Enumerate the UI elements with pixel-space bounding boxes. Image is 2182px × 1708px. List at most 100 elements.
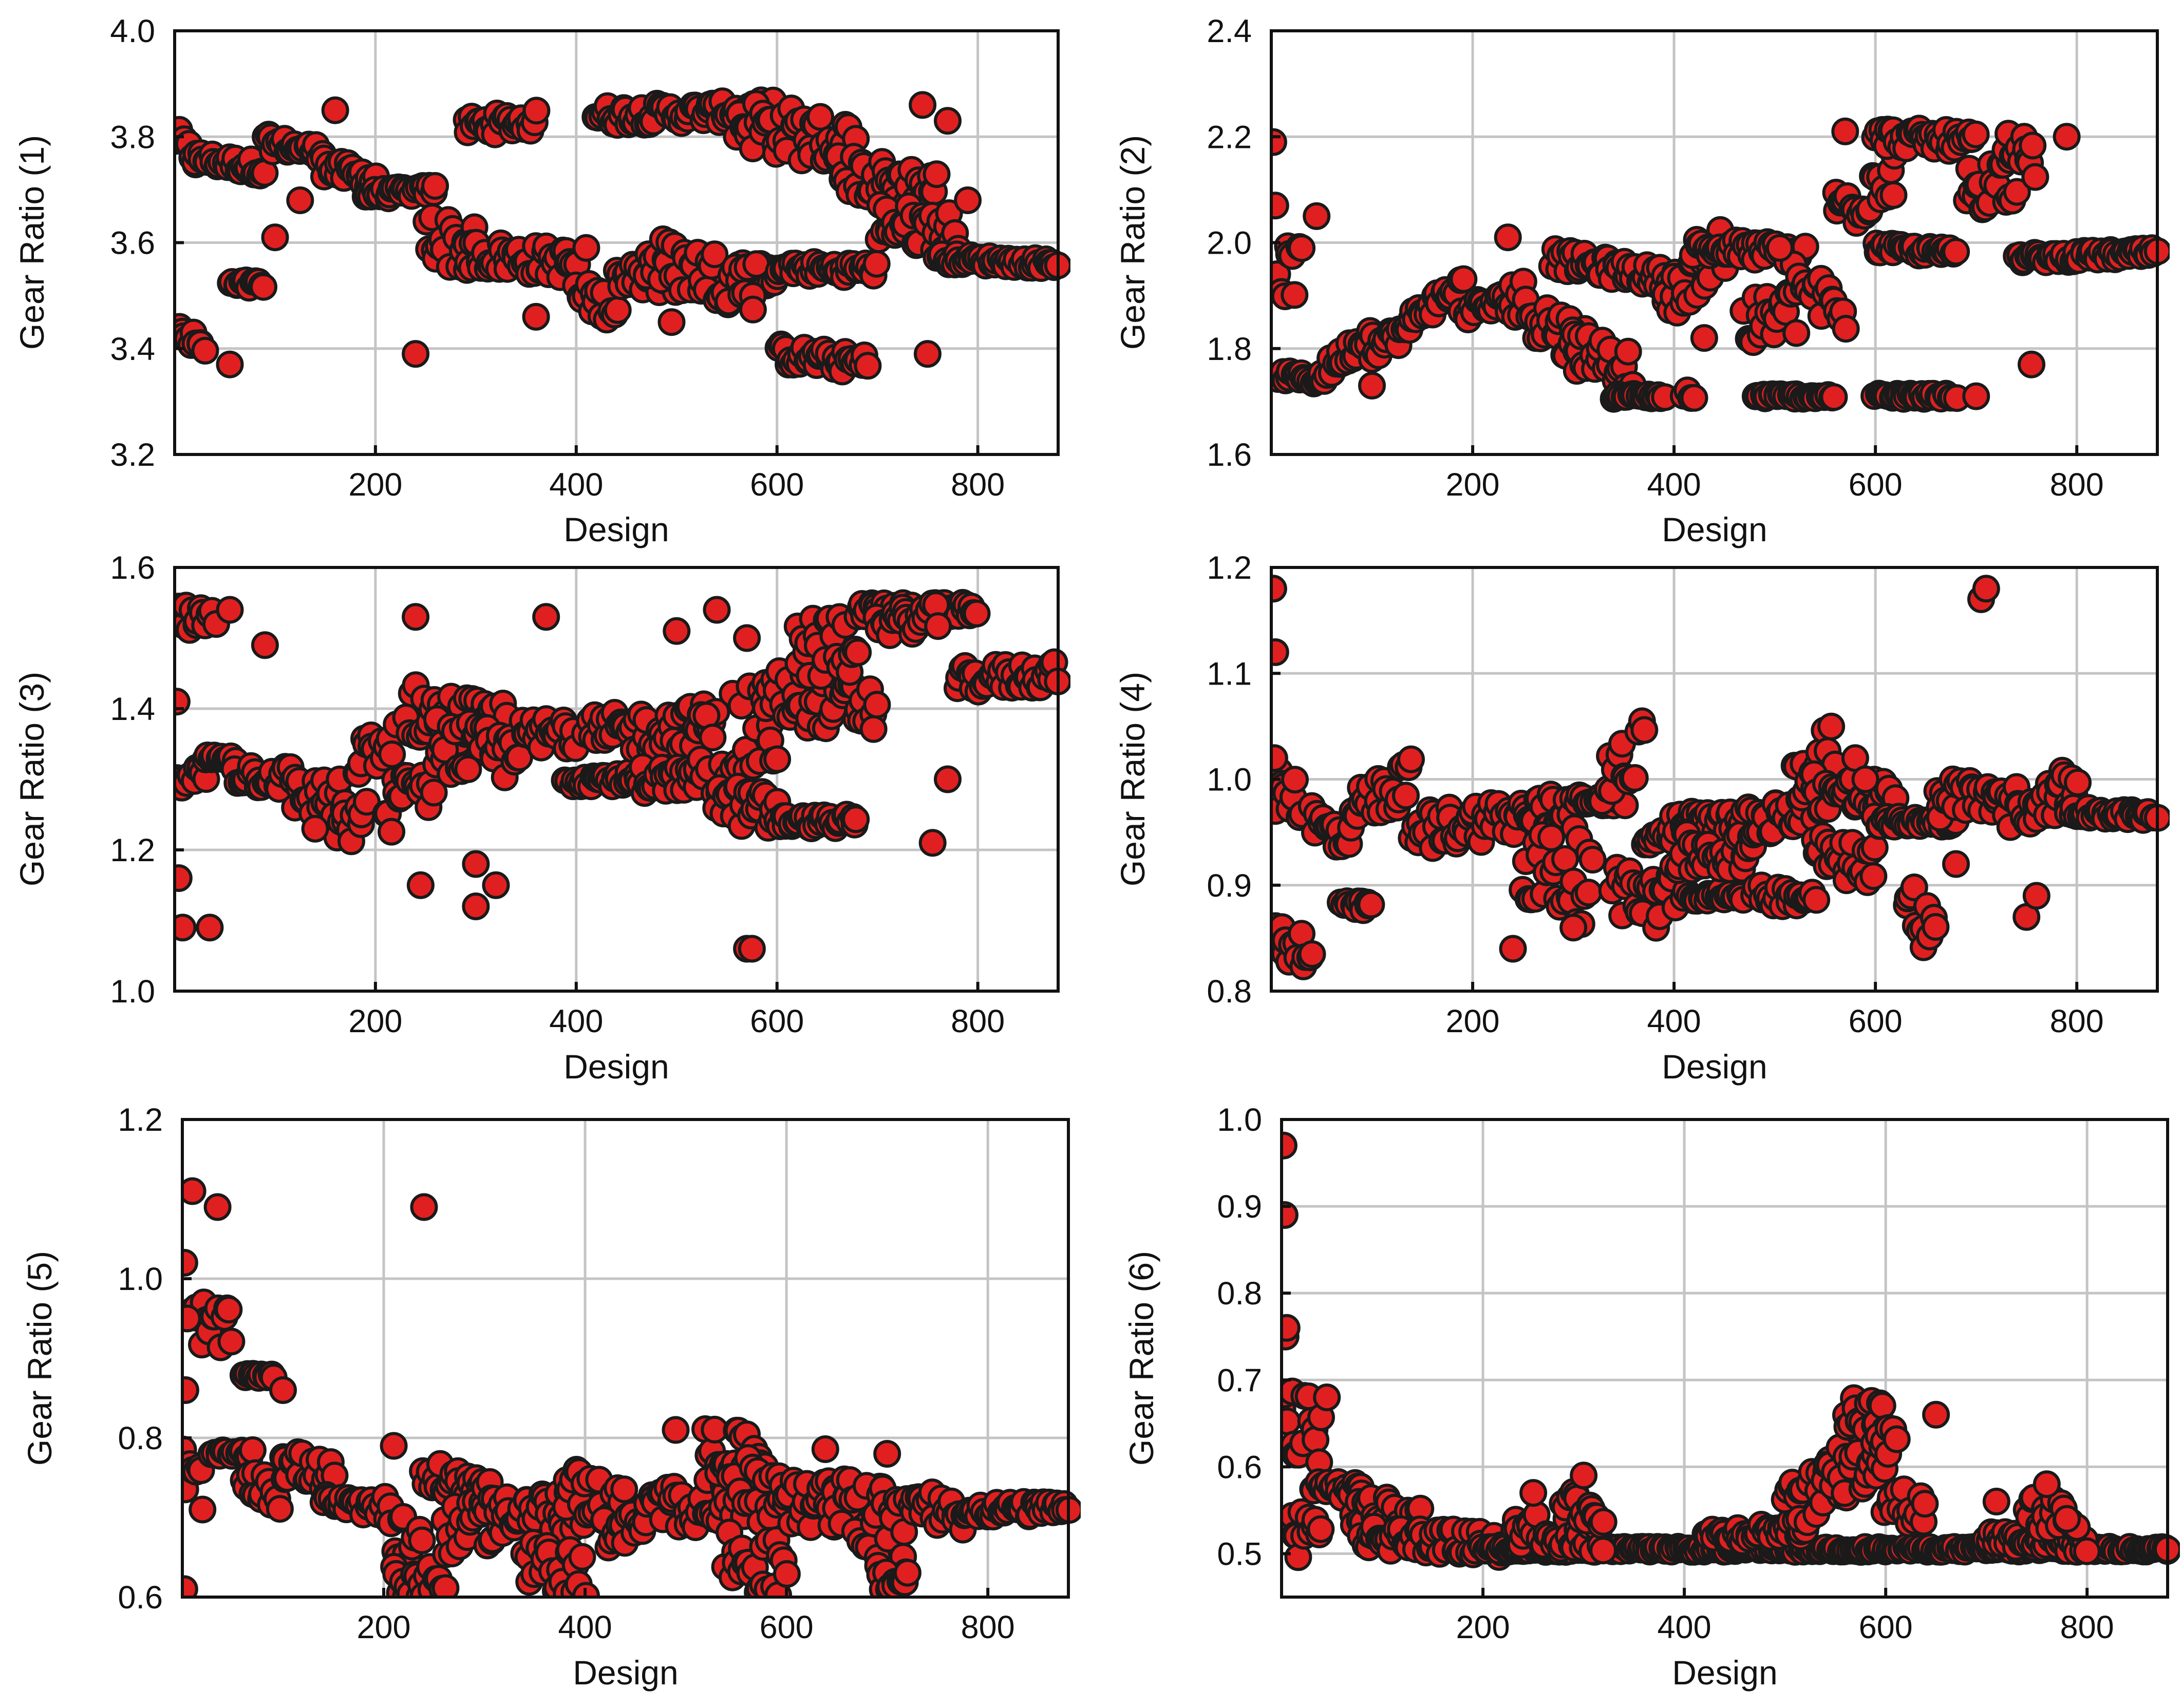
data-point bbox=[2018, 350, 2045, 378]
data-point bbox=[1271, 638, 1289, 666]
data-point bbox=[913, 340, 942, 368]
data-point bbox=[954, 186, 982, 214]
data-point bbox=[1282, 1407, 1301, 1435]
x-tick-label: 400 bbox=[549, 1003, 603, 1039]
data-point bbox=[217, 1327, 246, 1356]
data-point bbox=[182, 1376, 199, 1404]
data-point bbox=[2019, 131, 2047, 160]
ylabel-gear-ratio-5: Gear Ratio (5) bbox=[21, 1251, 59, 1466]
y-tick-label: 1.2 bbox=[118, 1102, 163, 1138]
scatter-points bbox=[1271, 115, 2170, 413]
x-tick-label: 800 bbox=[961, 1609, 1015, 1645]
y-tick-label: 2.4 bbox=[1207, 13, 1252, 49]
data-point bbox=[1519, 1479, 1548, 1507]
data-point bbox=[191, 336, 219, 365]
data-point bbox=[572, 234, 600, 262]
data-point bbox=[568, 1543, 596, 1571]
y-tick-label: 0.7 bbox=[1217, 1362, 1262, 1398]
data-point bbox=[1537, 823, 1566, 851]
data-point bbox=[1271, 192, 1289, 220]
data-point bbox=[215, 1296, 243, 1324]
data-point bbox=[1851, 765, 1879, 793]
plot-frame bbox=[173, 566, 1060, 993]
data-point bbox=[522, 302, 550, 331]
data-point bbox=[1868, 1392, 1896, 1420]
data-point bbox=[1922, 1400, 1950, 1429]
data-point bbox=[1630, 716, 1659, 744]
x-tick-label: 400 bbox=[1658, 1609, 1711, 1645]
data-point bbox=[1817, 712, 1846, 741]
data-point bbox=[1690, 324, 1718, 352]
y-tick-label: 0.8 bbox=[118, 1420, 163, 1456]
x-tick-label: 400 bbox=[558, 1609, 612, 1645]
data-point bbox=[893, 1559, 921, 1587]
data-point bbox=[402, 340, 430, 368]
data-point bbox=[1972, 575, 2000, 603]
data-point bbox=[1911, 1490, 1939, 1518]
data-point bbox=[1307, 1515, 1335, 1543]
xlabel-design-2: Design bbox=[1662, 510, 1767, 548]
y-tick-label: 1.2 bbox=[1207, 550, 1252, 586]
data-point bbox=[175, 914, 197, 942]
data-point bbox=[1313, 1383, 1341, 1412]
data-point bbox=[963, 599, 991, 628]
data-point bbox=[402, 603, 430, 631]
y-tick-label: 3.8 bbox=[110, 119, 155, 155]
panel-gear-ratio-3: Gear Ratio (3) Design 200 400 600 800 1.0 1.2… bbox=[13, 550, 1070, 1086]
data-point bbox=[1832, 315, 1860, 343]
data-point bbox=[657, 308, 686, 336]
data-point bbox=[1559, 914, 1588, 942]
data-point bbox=[733, 624, 761, 652]
data-point bbox=[863, 691, 891, 719]
xlabel-design-5: Design bbox=[573, 1654, 678, 1692]
data-point bbox=[773, 1560, 801, 1588]
data-point bbox=[1358, 371, 1386, 400]
data-point bbox=[2073, 1537, 2101, 1565]
data-point bbox=[862, 250, 891, 278]
x-tick-label: 400 bbox=[1647, 467, 1701, 503]
x-tick-label: 800 bbox=[951, 467, 1005, 503]
data-point bbox=[699, 724, 727, 752]
panel-gear-ratio-1: Gear Ratio (1) Design 200 400 600 800 3.2 3.4… bbox=[13, 13, 1070, 548]
data-point bbox=[182, 1249, 198, 1277]
x-tick-label: 400 bbox=[1647, 1003, 1701, 1039]
data-point bbox=[378, 818, 406, 846]
data-point bbox=[1494, 223, 1522, 252]
data-point bbox=[1282, 1201, 1299, 1229]
data-point bbox=[269, 1376, 297, 1404]
ylabel-gear-ratio-4: Gear Ratio (4) bbox=[1114, 672, 1152, 886]
data-point bbox=[522, 97, 551, 125]
data-point bbox=[532, 603, 560, 631]
x-tick-label: 800 bbox=[951, 1003, 1005, 1039]
data-point bbox=[1570, 1462, 1598, 1490]
data-point bbox=[2053, 1505, 2081, 1533]
data-point bbox=[189, 1495, 217, 1524]
y-tick-label: 1.0 bbox=[1217, 1102, 1262, 1138]
data-point bbox=[286, 186, 314, 214]
data-point bbox=[1589, 1536, 1617, 1565]
data-point bbox=[1298, 940, 1326, 968]
data-point bbox=[431, 1574, 460, 1597]
y-tick-label: 1.6 bbox=[110, 550, 155, 586]
data-point bbox=[811, 1435, 839, 1463]
ylabel-gear-ratio-6: Gear Ratio (6) bbox=[1122, 1251, 1160, 1466]
data-point bbox=[1303, 202, 1331, 230]
y-tick-label: 0.9 bbox=[1207, 868, 1252, 904]
data-point bbox=[703, 596, 731, 624]
y-tick-label: 1.8 bbox=[1207, 331, 1252, 367]
data-point bbox=[763, 745, 792, 773]
xlabel-design-4: Design bbox=[1662, 1048, 1767, 1086]
data-point bbox=[238, 1436, 267, 1464]
data-point bbox=[216, 350, 244, 378]
data-point bbox=[182, 1304, 201, 1333]
panel-gear-ratio-6: Gear Ratio (6) Design 200 400 600 800 0.5 0.6… bbox=[1122, 1102, 2180, 1692]
data-point bbox=[1982, 1488, 2010, 1515]
data-point bbox=[2033, 1470, 2061, 1498]
x-tick-label: 200 bbox=[348, 1003, 402, 1039]
data-point bbox=[1282, 1314, 1301, 1342]
data-point bbox=[1782, 319, 1811, 347]
data-point bbox=[216, 596, 244, 624]
data-point bbox=[923, 160, 951, 188]
data-point bbox=[1574, 879, 1603, 907]
y-tick-label: 0.8 bbox=[1217, 1276, 1262, 1312]
